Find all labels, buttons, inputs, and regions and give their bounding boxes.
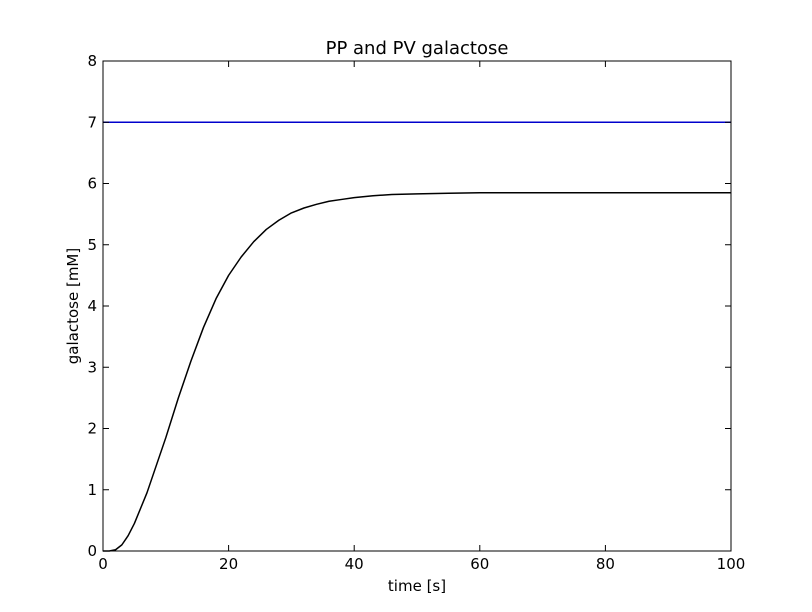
y-tick-label: 1: [87, 481, 97, 499]
chart-title: PP and PV galactose: [326, 38, 509, 59]
series-line-2: [103, 191, 731, 552]
y-tick-label: 5: [87, 236, 97, 254]
x-tick-label: 100: [717, 555, 746, 573]
x-tick-label: 20: [219, 555, 238, 573]
y-tick-label: 2: [87, 420, 97, 438]
x-tick-label: 80: [596, 555, 615, 573]
plot-area: [103, 121, 731, 552]
y-tick-label: 8: [87, 52, 97, 70]
y-tick-label: 3: [87, 358, 97, 376]
axis-ticks: 0 20 40 60 80 100 0 1 2 3 4 5 6 7 8: [87, 52, 745, 573]
y-tick-label: 0: [87, 542, 97, 560]
y-tick-label: 7: [87, 113, 97, 131]
y-tick-label: 4: [87, 297, 97, 315]
x-tick-label: 40: [345, 555, 364, 573]
x-tick-label: 0: [98, 555, 108, 573]
y-tick-label: 6: [87, 175, 97, 193]
y-axis-label: galactose [mM]: [64, 248, 82, 364]
plot-frame: [102, 60, 732, 552]
x-axis-label: time [s]: [388, 577, 446, 595]
x-tick-label: 60: [470, 555, 489, 573]
